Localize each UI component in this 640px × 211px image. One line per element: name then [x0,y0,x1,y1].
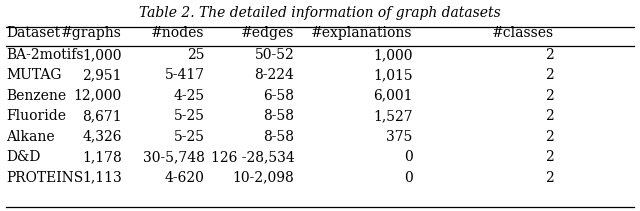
Text: Alkane: Alkane [6,130,55,144]
Text: 5-417: 5-417 [164,68,205,82]
Text: #graphs: #graphs [61,26,122,40]
Text: 2: 2 [545,68,554,82]
Text: 12,000: 12,000 [74,89,122,103]
Text: 25: 25 [188,48,205,62]
Text: D&D: D&D [6,150,41,164]
Text: 6,001: 6,001 [373,89,413,103]
Text: 0: 0 [404,171,413,185]
Text: #edges: #edges [241,26,294,40]
Text: BA-2motifs: BA-2motifs [6,48,84,62]
Text: 10-2,098: 10-2,098 [233,171,294,185]
Text: 5-25: 5-25 [174,130,205,144]
Text: 30-5,748: 30-5,748 [143,150,205,164]
Text: 8-58: 8-58 [264,130,294,144]
Text: 2: 2 [545,150,554,164]
Text: PROTEINS: PROTEINS [6,171,84,185]
Text: 6-58: 6-58 [264,89,294,103]
Text: 1,015: 1,015 [373,68,413,82]
Text: #explanations: #explanations [311,26,413,40]
Text: #classes: #classes [492,26,554,40]
Text: 1,113: 1,113 [82,171,122,185]
Text: 2: 2 [545,109,554,123]
Text: 2: 2 [545,130,554,144]
Text: 8,671: 8,671 [82,109,122,123]
Text: 4,326: 4,326 [82,130,122,144]
Text: Dataset: Dataset [6,26,61,40]
Text: MUTAG: MUTAG [6,68,62,82]
Text: 50-52: 50-52 [255,48,294,62]
Text: Benzene: Benzene [6,89,67,103]
Text: 126 -28,534: 126 -28,534 [211,150,294,164]
Text: 1,178: 1,178 [82,150,122,164]
Text: 375: 375 [387,130,413,144]
Text: 0: 0 [404,150,413,164]
Text: 4-620: 4-620 [165,171,205,185]
Text: 1,000: 1,000 [82,48,122,62]
Text: 5-25: 5-25 [174,109,205,123]
Text: Fluoride: Fluoride [6,109,67,123]
Text: 8-224: 8-224 [255,68,294,82]
Text: 1,527: 1,527 [373,109,413,123]
Text: 8-58: 8-58 [264,109,294,123]
Text: 2: 2 [545,48,554,62]
Text: 4-25: 4-25 [173,89,205,103]
Text: 2,951: 2,951 [82,68,122,82]
Text: Table 2. The detailed information of graph datasets: Table 2. The detailed information of gra… [139,6,501,20]
Text: 2: 2 [545,89,554,103]
Text: #nodes: #nodes [151,26,205,40]
Text: 2: 2 [545,171,554,185]
Text: 1,000: 1,000 [373,48,413,62]
